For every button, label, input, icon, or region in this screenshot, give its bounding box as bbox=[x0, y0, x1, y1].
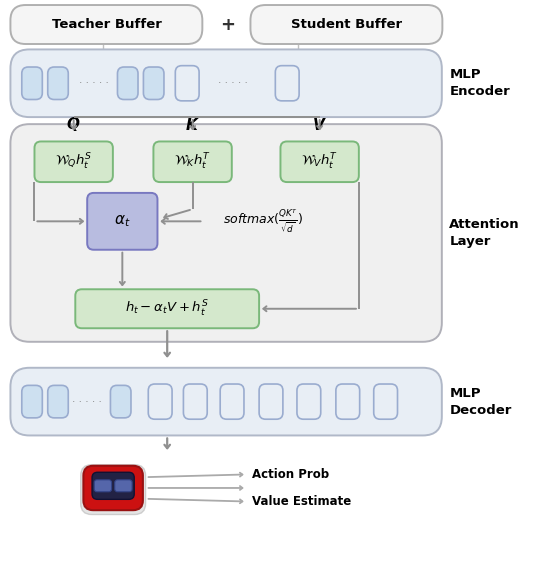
FancyBboxPatch shape bbox=[175, 66, 199, 101]
FancyBboxPatch shape bbox=[94, 480, 112, 492]
Text: $\boldsymbol{Q}$: $\boldsymbol{Q}$ bbox=[67, 116, 81, 134]
FancyBboxPatch shape bbox=[280, 142, 359, 182]
FancyBboxPatch shape bbox=[183, 384, 207, 419]
Text: Teacher Buffer: Teacher Buffer bbox=[51, 18, 162, 31]
FancyBboxPatch shape bbox=[115, 480, 132, 492]
Text: $\mathcal{W}_V h_t^T$: $\mathcal{W}_V h_t^T$ bbox=[301, 151, 338, 172]
Text: $\mathcal{W}_Q h_t^S$: $\mathcal{W}_Q h_t^S$ bbox=[55, 151, 92, 172]
FancyBboxPatch shape bbox=[220, 384, 244, 419]
FancyBboxPatch shape bbox=[92, 472, 134, 499]
FancyBboxPatch shape bbox=[111, 386, 131, 418]
Text: · · · · ·: · · · · · bbox=[72, 397, 102, 406]
FancyBboxPatch shape bbox=[35, 142, 113, 182]
Text: $h_t - \alpha_t V + h_t^S$: $h_t - \alpha_t V + h_t^S$ bbox=[125, 299, 209, 319]
FancyBboxPatch shape bbox=[250, 5, 442, 44]
FancyBboxPatch shape bbox=[83, 466, 143, 510]
FancyBboxPatch shape bbox=[374, 384, 397, 419]
Text: MLP
Decoder: MLP Decoder bbox=[449, 387, 512, 417]
FancyBboxPatch shape bbox=[81, 465, 146, 514]
FancyBboxPatch shape bbox=[48, 67, 68, 99]
Text: $\mathcal{W}_K h_t^T$: $\mathcal{W}_K h_t^T$ bbox=[174, 151, 211, 172]
Text: Student Buffer: Student Buffer bbox=[291, 18, 402, 31]
Text: · · · · ·: · · · · · bbox=[218, 78, 248, 88]
FancyBboxPatch shape bbox=[48, 386, 68, 418]
Text: $softmax(\frac{QK^T}{\sqrt{d}})$: $softmax(\frac{QK^T}{\sqrt{d}})$ bbox=[223, 207, 303, 235]
FancyBboxPatch shape bbox=[153, 142, 232, 182]
FancyBboxPatch shape bbox=[118, 67, 138, 99]
FancyBboxPatch shape bbox=[259, 384, 283, 419]
FancyBboxPatch shape bbox=[87, 193, 158, 250]
Text: +: + bbox=[220, 16, 235, 34]
FancyBboxPatch shape bbox=[10, 5, 202, 44]
FancyBboxPatch shape bbox=[10, 50, 442, 117]
Text: · · · · ·: · · · · · bbox=[79, 78, 108, 88]
FancyBboxPatch shape bbox=[22, 67, 42, 99]
FancyBboxPatch shape bbox=[75, 289, 259, 328]
FancyBboxPatch shape bbox=[336, 384, 360, 419]
Text: Action Prob: Action Prob bbox=[252, 468, 329, 481]
Text: MLP
Encoder: MLP Encoder bbox=[449, 68, 510, 98]
FancyBboxPatch shape bbox=[144, 67, 164, 99]
Text: Attention
Layer: Attention Layer bbox=[449, 218, 520, 248]
FancyBboxPatch shape bbox=[297, 384, 321, 419]
FancyBboxPatch shape bbox=[10, 124, 442, 342]
FancyBboxPatch shape bbox=[22, 386, 42, 418]
Text: $\boldsymbol{K}$: $\boldsymbol{K}$ bbox=[185, 117, 200, 134]
Text: Value Estimate: Value Estimate bbox=[252, 495, 351, 508]
FancyBboxPatch shape bbox=[149, 384, 172, 419]
Text: $\boldsymbol{V}$: $\boldsymbol{V}$ bbox=[312, 117, 327, 134]
FancyBboxPatch shape bbox=[275, 66, 299, 101]
FancyBboxPatch shape bbox=[10, 368, 442, 435]
Text: $\alpha_t$: $\alpha_t$ bbox=[114, 213, 131, 229]
